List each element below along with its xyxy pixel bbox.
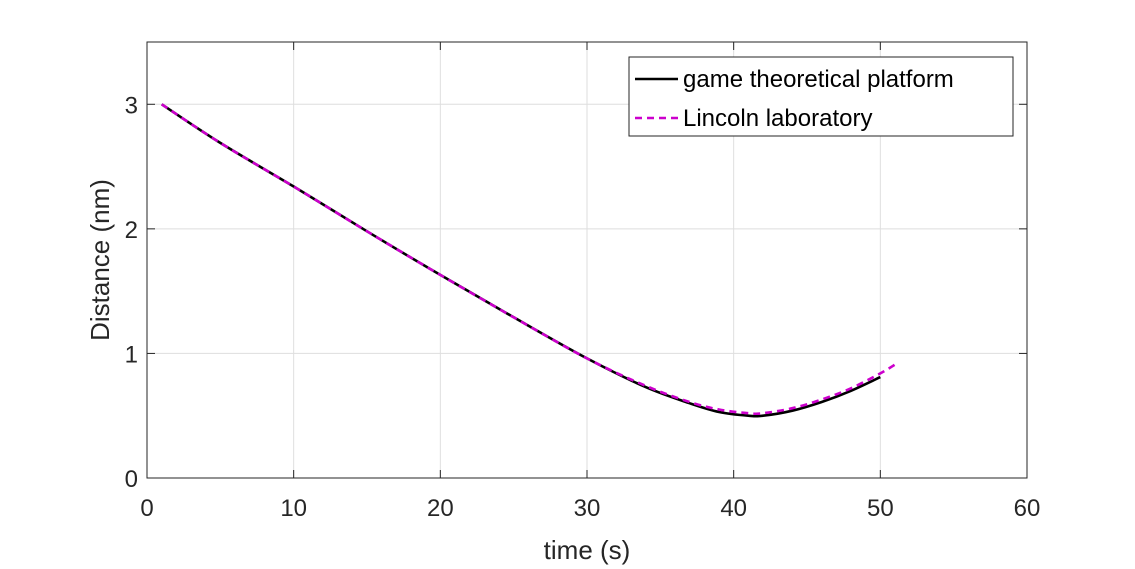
legend-label-lincoln-laboratory: Lincoln laboratory (683, 105, 872, 132)
y-axis-label: Distance (nm) (85, 179, 115, 341)
x-tick-label: 10 (280, 495, 307, 522)
legend-box (628, 56, 1014, 137)
y-tick-label: 0 (125, 466, 138, 493)
x-tick-label: 0 (140, 495, 153, 522)
series-group (160, 103, 896, 418)
x-tick-label: 20 (427, 495, 454, 522)
ticks (146, 42, 1028, 479)
y-tick-label: 3 (125, 92, 138, 119)
legend-label-game-theoretical-platform: game theoretical platform (683, 66, 954, 93)
x-axis-label: time (s) (544, 535, 631, 565)
series-line-lincoln-laboratory (160, 103, 896, 416)
x-tick-label: 40 (720, 495, 747, 522)
legend: game theoretical platform Lincoln labora… (628, 56, 1014, 137)
y-tick-label: 2 (125, 217, 138, 244)
x-tick-label: 60 (1014, 495, 1041, 522)
tick-labels: 0 10 20 30 40 50 60 0 1 2 3 (125, 92, 1041, 522)
x-tick-label: 50 (867, 495, 894, 522)
y-tick-label: 1 (125, 341, 138, 368)
x-tick-label: 30 (574, 495, 601, 522)
